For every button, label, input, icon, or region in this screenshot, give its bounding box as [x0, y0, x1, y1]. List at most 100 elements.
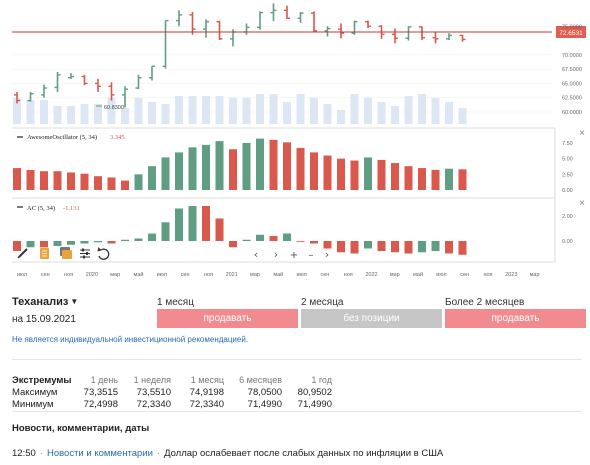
volume-bar	[283, 102, 291, 124]
price-tick-label: 65.0000	[562, 81, 582, 87]
ohlc-bar	[365, 20, 371, 28]
ohlc-bar	[243, 23, 250, 35]
time-axis-label: май	[134, 271, 144, 278]
undo-icon[interactable]	[97, 247, 110, 260]
time-axis-label: май	[413, 271, 423, 278]
ac-bar	[256, 234, 264, 241]
ao-bar	[431, 169, 440, 190]
ohlc-bar	[446, 33, 452, 40]
volume-bar	[215, 96, 224, 124]
ohlc-bar	[419, 26, 425, 40]
chevron-right-icon[interactable]: ›	[274, 248, 278, 261]
ao-bar	[283, 142, 291, 190]
news-title: Новости, комментарии, даты	[12, 423, 150, 434]
extremes-cell: 71,4990	[297, 399, 332, 410]
ohlc-bar	[297, 12, 304, 23]
close-ac-icon[interactable]: ×	[579, 198, 585, 209]
volume-bar	[202, 96, 210, 124]
ao-bar	[337, 158, 345, 190]
sliders-icon[interactable]	[80, 248, 90, 259]
ao-title: AwesomeOscillator (5, 34)	[27, 134, 97, 141]
ohlc-bar	[41, 84, 47, 98]
ao-bar	[202, 144, 210, 190]
ohlc-bar	[351, 20, 358, 35]
ao-value: 3.345	[110, 134, 125, 141]
ac-bar	[40, 241, 48, 248]
ohlc-bar	[54, 72, 61, 92]
extremes-col-header: 1 месяц	[190, 375, 224, 385]
ao-bar	[188, 147, 197, 190]
ac-bar	[404, 241, 413, 254]
close-ao-icon[interactable]: ×	[579, 128, 585, 139]
time-axis-label: ноя	[344, 272, 353, 278]
news-category-link[interactable]: Новости и комментарии	[46, 448, 153, 459]
price-chart[interactable]: 72.6531 75.0000 70.0000 67.5000 65.0000 62.5…	[0, 0, 590, 282]
ohlc-bar	[68, 73, 74, 79]
volume-bar	[67, 106, 75, 124]
ao-bar	[323, 155, 332, 190]
ao-tick-label: 5.00	[562, 157, 573, 163]
extremes-col-header: 6 месяцев	[239, 375, 282, 385]
plus-icon[interactable]: +	[290, 250, 298, 261]
extremes-row-label: Минимум	[12, 399, 54, 410]
tech-analysis-title: Теханализ	[12, 296, 69, 308]
ac-bar	[283, 233, 291, 241]
ohlc-bar	[284, 5, 290, 19]
ao-bar	[215, 141, 224, 190]
volume-bar	[94, 104, 102, 124]
ac-title: AC (5, 34)	[27, 205, 55, 212]
volume-bar	[391, 106, 399, 124]
ac-bar	[215, 218, 224, 241]
volume-bar	[13, 98, 21, 124]
time-axis-label: мар	[390, 272, 400, 278]
price-tick-label: 67.5000	[562, 67, 582, 73]
ohlc-bar	[338, 23, 344, 39]
extremes-row-label: Максимум	[12, 387, 58, 398]
extremes-cell: 74,9198	[189, 387, 224, 398]
disclaimer: Не является индивидуальной инвестиционно…	[12, 335, 249, 344]
volume-bar	[134, 98, 143, 124]
ohlc-bar	[27, 92, 34, 102]
ohlc-bar	[162, 19, 169, 69]
volume-bar	[296, 94, 305, 124]
time-axis-label: июл	[157, 272, 167, 278]
ac-bar	[458, 241, 467, 255]
time-axis-label: мар	[250, 272, 260, 278]
time-axis-label: мар	[530, 272, 540, 278]
ac-bar	[296, 241, 305, 242]
time-axis-label: 2021	[226, 272, 238, 278]
tech-analysis-dropdown[interactable]: Теханализ ▼	[12, 296, 78, 308]
ac-bar	[337, 241, 345, 253]
ac-bar	[13, 241, 21, 251]
chevron-right-icon[interactable]: ›	[325, 248, 329, 261]
volume-bar	[175, 96, 183, 124]
volume-bar	[458, 108, 467, 124]
ac-bar	[134, 238, 143, 241]
time-axis-label: июл	[296, 272, 306, 278]
extremes-col-header: 1 неделя	[133, 375, 171, 385]
ohlc-bar	[108, 82, 115, 101]
pencil-icon[interactable]	[17, 248, 28, 259]
document-icon[interactable]	[40, 248, 49, 259]
volume-bar	[364, 98, 372, 124]
ac-bar	[80, 241, 89, 244]
gallery-icon[interactable]	[60, 247, 72, 259]
separator-dot: ·	[156, 448, 161, 459]
ao-bar	[445, 168, 453, 190]
chevron-left-icon[interactable]: ‹	[254, 248, 258, 261]
min-price-marker: 60.8300	[104, 105, 124, 111]
ac-bar	[107, 241, 116, 244]
news-headline[interactable]: Доллар ослабевает после слабых данных по…	[164, 448, 444, 459]
minus-icon[interactable]: –	[309, 250, 314, 261]
time-axis-label: ноя	[204, 272, 213, 278]
ac-bar	[121, 239, 129, 241]
ohlc-bar	[176, 10, 182, 27]
ohlc-bar	[81, 74, 88, 86]
news-item[interactable]: 12:50 · Новости и комментарии · Доллар ослаб…	[12, 448, 443, 459]
ao-bar	[161, 157, 170, 190]
time-axis-label: ноя	[64, 272, 73, 278]
ao-bar	[350, 160, 359, 190]
ac-bar	[377, 241, 386, 251]
time-axis-label: июл	[436, 272, 446, 278]
separator-dot: ·	[39, 448, 43, 459]
